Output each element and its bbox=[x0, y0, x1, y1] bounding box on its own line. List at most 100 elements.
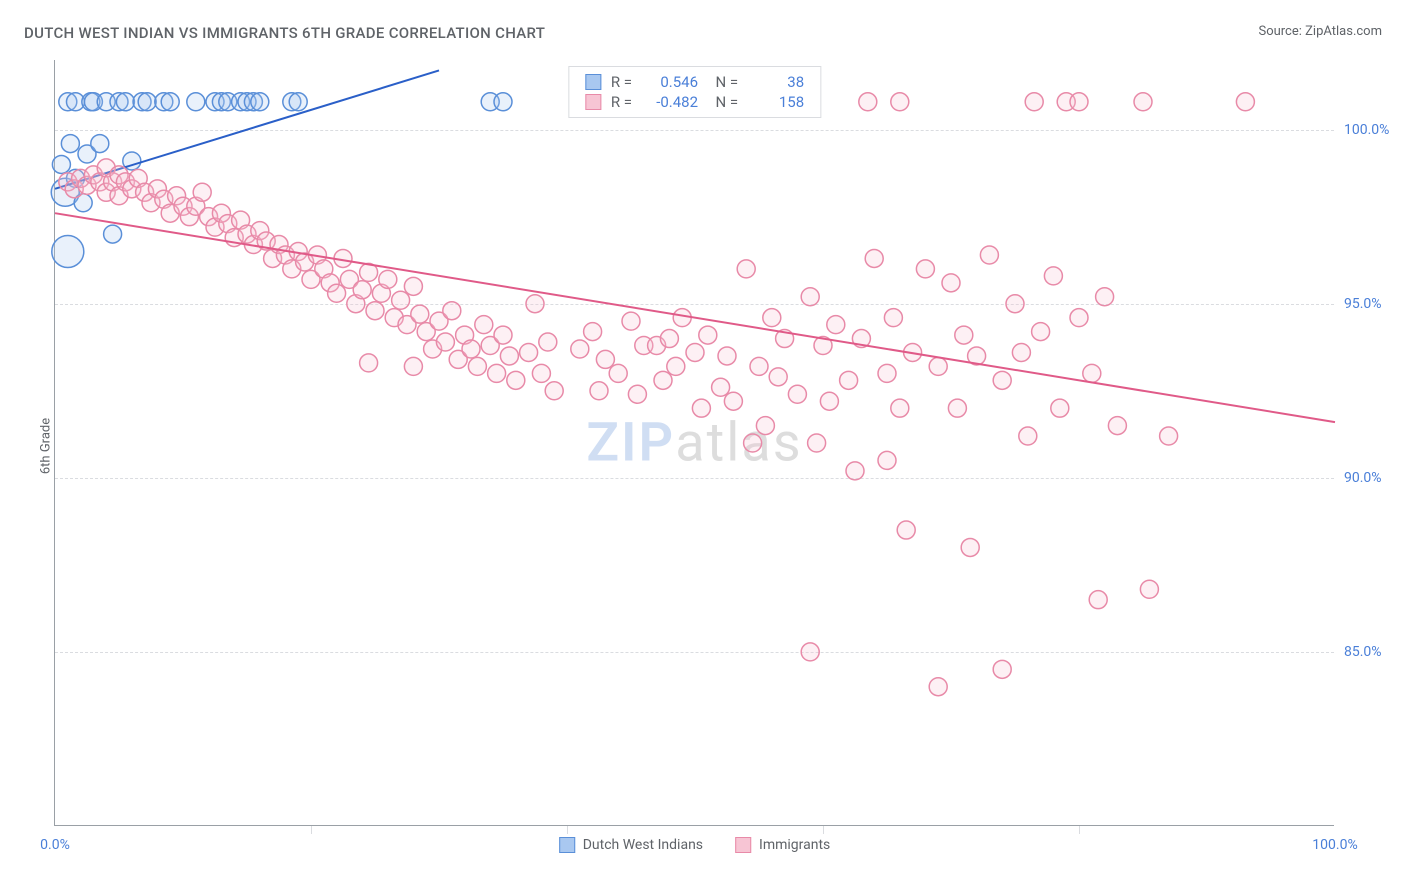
y-tick-label: 100.0% bbox=[1344, 122, 1404, 138]
scatter-point-immigrants bbox=[692, 399, 710, 417]
scatter-point-immigrants bbox=[1051, 399, 1069, 417]
scatter-point-immigrants bbox=[948, 399, 966, 417]
x-tick bbox=[823, 826, 824, 834]
stats-n-value: 38 bbox=[748, 73, 804, 91]
scatter-point-immigrants bbox=[392, 291, 410, 309]
scatter-point-immigrants bbox=[1070, 93, 1088, 111]
scatter-point-immigrants bbox=[545, 382, 563, 400]
scatter-point-immigrants bbox=[539, 333, 557, 351]
scatter-point-immigrants bbox=[1019, 427, 1037, 445]
scatter-point-immigrants bbox=[788, 385, 806, 403]
source-attribution: Source: ZipAtlas.com bbox=[1258, 24, 1382, 39]
stats-row-immigrants: R =-0.482 N =158 bbox=[585, 93, 804, 111]
plot-area: ZIPatlas R =0.546 N =38R =-0.482 N =158 … bbox=[54, 60, 1334, 826]
scatter-point-immigrants bbox=[462, 340, 480, 358]
scatter-point-immigrants bbox=[360, 354, 378, 372]
scatter-point-immigrants bbox=[1089, 591, 1107, 609]
scatter-point-dutch_west_indians bbox=[251, 93, 269, 111]
scatter-point-immigrants bbox=[750, 357, 768, 375]
scatter-point-immigrants bbox=[846, 462, 864, 480]
scatter-point-immigrants bbox=[526, 295, 544, 313]
scatter-point-immigrants bbox=[891, 93, 909, 111]
y-tick-label: 95.0% bbox=[1344, 296, 1404, 312]
x-tick-label: 100.0% bbox=[1312, 837, 1357, 853]
scatter-point-immigrants bbox=[897, 521, 915, 539]
scatter-point-immigrants bbox=[1012, 343, 1030, 361]
x-tick bbox=[311, 826, 312, 834]
scatter-point-dutch_west_indians bbox=[104, 225, 122, 243]
scatter-point-immigrants bbox=[1044, 267, 1062, 285]
scatter-point-immigrants bbox=[596, 350, 614, 368]
stats-swatch bbox=[585, 74, 601, 90]
scatter-point-immigrants bbox=[520, 343, 538, 361]
x-tick-label: 0.0% bbox=[40, 837, 70, 853]
legend-bottom: Dutch West IndiansImmigrants bbox=[559, 837, 831, 853]
scatter-point-immigrants bbox=[712, 378, 730, 396]
scatter-point-immigrants bbox=[891, 399, 909, 417]
legend-label: Dutch West Indians bbox=[583, 837, 703, 853]
scatter-point-immigrants bbox=[884, 309, 902, 327]
x-tick bbox=[567, 826, 568, 834]
scatter-point-immigrants bbox=[942, 274, 960, 292]
stats-row-dutch_west_indians: R =0.546 N =38 bbox=[585, 73, 804, 91]
scatter-point-immigrants bbox=[1070, 309, 1088, 327]
scatter-point-immigrants bbox=[859, 93, 877, 111]
scatter-point-immigrants bbox=[801, 288, 819, 306]
scatter-point-immigrants bbox=[1083, 364, 1101, 382]
correlation-stats-box: R =0.546 N =38R =-0.482 N =158 bbox=[568, 66, 821, 118]
scatter-point-immigrants bbox=[654, 371, 672, 389]
scatter-point-immigrants bbox=[494, 326, 512, 344]
scatter-point-immigrants bbox=[686, 343, 704, 361]
scatter-point-immigrants bbox=[507, 371, 525, 389]
scatter-point-immigrants bbox=[724, 392, 742, 410]
stats-n-label: N = bbox=[708, 93, 738, 111]
legend-swatch bbox=[735, 837, 751, 853]
scatter-point-immigrants bbox=[590, 382, 608, 400]
scatter-point-immigrants bbox=[878, 451, 896, 469]
scatter-point-immigrants bbox=[366, 302, 384, 320]
scatter-point-immigrants bbox=[961, 538, 979, 556]
scatter-point-immigrants bbox=[411, 305, 429, 323]
scatter-point-immigrants bbox=[404, 357, 422, 375]
scatter-point-dutch_west_indians bbox=[138, 93, 156, 111]
scatter-point-immigrants bbox=[379, 270, 397, 288]
scatter-point-immigrants bbox=[955, 326, 973, 344]
scatter-point-immigrants bbox=[660, 330, 678, 348]
scatter-point-immigrants bbox=[1160, 427, 1178, 445]
scatter-point-immigrants bbox=[744, 434, 762, 452]
scatter-point-dutch_west_indians bbox=[52, 236, 84, 268]
stats-r-label: R = bbox=[611, 93, 632, 111]
scatter-point-dutch_west_indians bbox=[91, 135, 109, 153]
trend-line-immigrants bbox=[55, 213, 1335, 422]
scatter-point-immigrants bbox=[571, 340, 589, 358]
scatter-point-immigrants bbox=[404, 277, 422, 295]
scatter-point-immigrants bbox=[1025, 93, 1043, 111]
scatter-point-immigrants bbox=[808, 434, 826, 452]
stats-swatch bbox=[585, 94, 601, 110]
chart-title: DUTCH WEST INDIAN VS IMMIGRANTS 6TH GRAD… bbox=[24, 24, 545, 42]
scatter-point-immigrants bbox=[1006, 295, 1024, 313]
y-axis-label: 6th Grade bbox=[39, 418, 54, 474]
scatter-point-immigrants bbox=[718, 347, 736, 365]
scatter-point-immigrants bbox=[1236, 93, 1254, 111]
scatter-point-immigrants bbox=[840, 371, 858, 389]
scatter-point-immigrants bbox=[878, 364, 896, 382]
scatter-point-dutch_west_indians bbox=[289, 93, 307, 111]
scatter-point-dutch_west_indians bbox=[61, 135, 79, 153]
scatter-point-immigrants bbox=[1134, 93, 1152, 111]
scatter-point-dutch_west_indians bbox=[116, 93, 134, 111]
stats-r-value: -0.482 bbox=[642, 93, 698, 111]
scatter-point-immigrants bbox=[443, 302, 461, 320]
scatter-point-immigrants bbox=[622, 312, 640, 330]
scatter-point-immigrants bbox=[193, 183, 211, 201]
scatter-point-immigrants bbox=[353, 281, 371, 299]
legend-swatch bbox=[559, 837, 575, 853]
scatter-point-immigrants bbox=[1032, 323, 1050, 341]
stats-r-value: 0.546 bbox=[642, 73, 698, 91]
scatter-point-immigrants bbox=[628, 385, 646, 403]
scatter-point-immigrants bbox=[916, 260, 934, 278]
scatter-point-immigrants bbox=[699, 326, 717, 344]
x-tick bbox=[1079, 826, 1080, 834]
scatter-point-immigrants bbox=[980, 246, 998, 264]
scatter-point-dutch_west_indians bbox=[52, 155, 70, 173]
